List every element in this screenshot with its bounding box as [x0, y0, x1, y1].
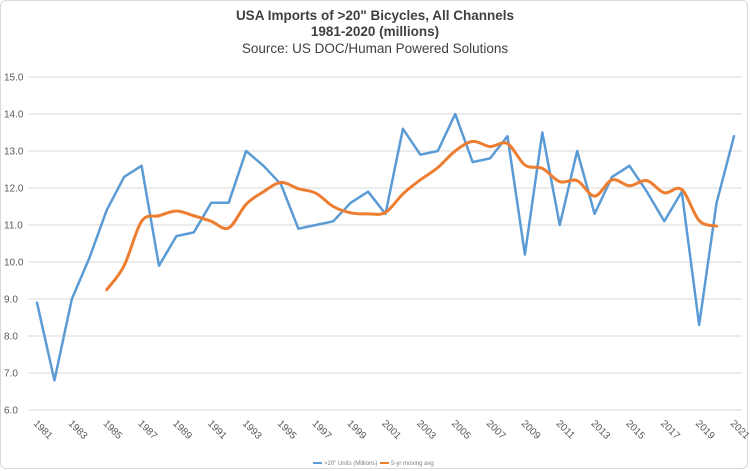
series-lines [35, 112, 736, 382]
legend-label: >20" Units (Millions) [324, 461, 377, 467]
chart-title: USA Imports of >20" Bicycles, All Channe… [235, 8, 515, 23]
x-tick-label: 1993 [240, 418, 264, 442]
x-tick-label: 2009 [519, 418, 543, 442]
y-tick-label: 6.0 [4, 406, 18, 417]
y-tick-label: 14.0 [4, 110, 24, 121]
gridlines [28, 76, 742, 411]
series-line-2 [105, 139, 719, 292]
x-tick-label: 1999 [345, 418, 369, 442]
x-tick-label: 2007 [484, 418, 508, 442]
x-tick-label: 1987 [135, 418, 159, 442]
x-tick-label: 1985 [101, 418, 125, 442]
x-tick-label: 2021 [728, 418, 750, 442]
x-tick-label: 1981 [31, 418, 55, 442]
x-tick-label: 1983 [66, 418, 90, 442]
y-tick-label: 10.0 [4, 258, 24, 269]
legend-label: 5-yr moving avg [391, 461, 434, 467]
y-tick-label: 11.0 [4, 221, 23, 232]
x-tick-label: 1995 [275, 418, 299, 442]
x-tick-label: 2011 [554, 418, 577, 441]
x-tick-label: 1989 [170, 418, 194, 442]
chart-source: Source: US DOC/Human Powered Solutions [241, 41, 509, 56]
x-axis-ticks: 1981 1983 1985 1987 1989 1991 1993 1995 1997 1999… [31, 418, 750, 442]
x-tick-label: 2015 [623, 418, 647, 442]
x-tick-label: 1997 [310, 418, 334, 442]
y-tick-label: 15.0 [4, 73, 24, 84]
y-tick-label: 8.0 [4, 332, 18, 343]
chart-subtitle: 1981-2020 (millions) [310, 24, 440, 39]
x-tick-label: 2005 [449, 418, 473, 442]
y-tick-label: 7.0 [4, 369, 18, 380]
x-tick-label: 2019 [693, 418, 717, 442]
x-tick-label: 2013 [588, 418, 612, 442]
x-tick-label: 2003 [414, 418, 438, 442]
x-tick-label: 2017 [658, 418, 682, 442]
x-tick-label: 1991 [205, 418, 229, 442]
y-axis-ticks: 6.0 7.0 8.0 9.0 10.0 11.0 12.0 13.0 14.0 15.0 [4, 73, 24, 417]
chart-titles: USA Imports of >20" Bicycles, All Channe… [0, 8, 750, 57]
x-tick-label: 2001 [379, 418, 403, 442]
legend: >20" Units (Millions) 5-yr moving avg [313, 461, 434, 467]
series-line-1 [35, 112, 736, 382]
y-tick-label: 9.0 [4, 295, 18, 306]
y-tick-label: 13.0 [4, 147, 24, 158]
y-tick-label: 12.0 [4, 184, 24, 195]
